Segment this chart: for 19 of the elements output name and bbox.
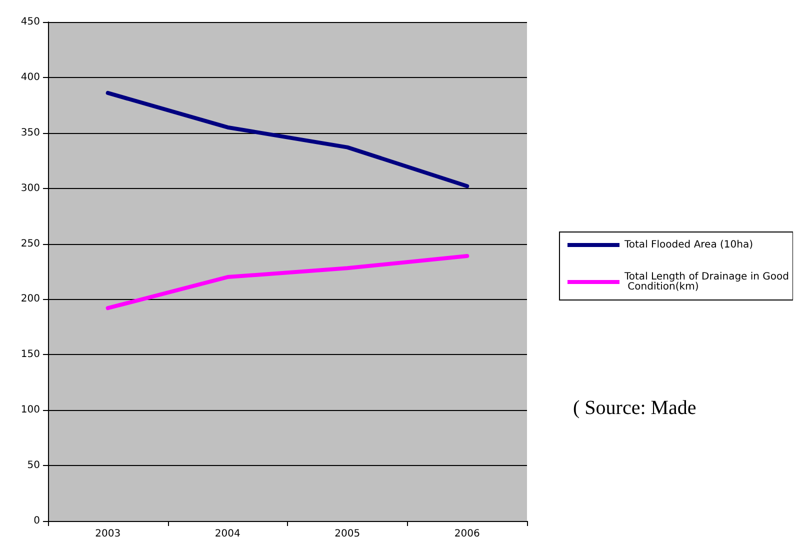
y-tick-label: 350 bbox=[20, 127, 40, 138]
line-series bbox=[106, 254, 470, 310]
y-tick-label: 200 bbox=[20, 294, 40, 305]
y-tick-label: 0 bbox=[34, 516, 40, 526]
x-tick-label: 2006 bbox=[454, 528, 480, 540]
y-tick-label: 400 bbox=[20, 72, 40, 83]
text: ( Source: Made bbox=[573, 397, 696, 419]
y-tick-label: 300 bbox=[20, 182, 40, 194]
text: Total Length of Drainage in Good Condition(km) bbox=[623, 272, 790, 292]
x-tick-label: 2003 bbox=[95, 528, 121, 540]
x-tick-label: 2005 bbox=[334, 528, 360, 540]
x-tick-label: 2004 bbox=[214, 528, 240, 540]
y-tick-label: 50 bbox=[27, 460, 40, 472]
y-tick-label: 100 bbox=[20, 404, 40, 416]
line-series bbox=[106, 90, 470, 188]
y-tick-label: 450 bbox=[20, 16, 40, 28]
y-tick-label: 250 bbox=[20, 238, 40, 250]
y-tick-label: 150 bbox=[20, 349, 40, 360]
text: Total Flooded Area (10ha) bbox=[623, 240, 754, 250]
